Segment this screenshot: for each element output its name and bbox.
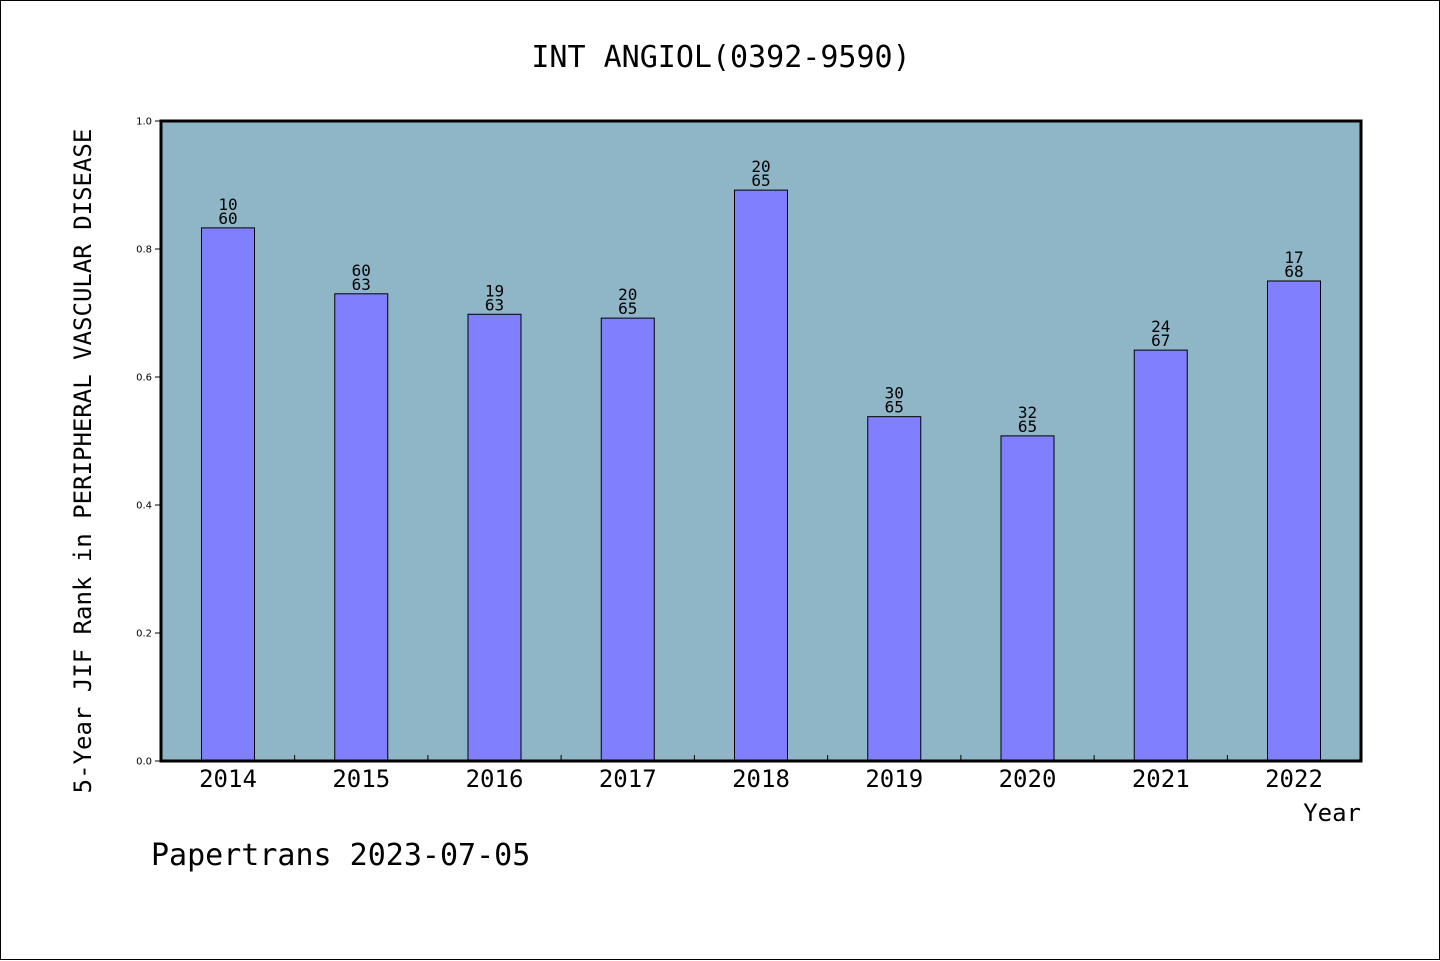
bar-label-rank-2014: 10	[218, 195, 237, 214]
bar-label-total-2018: 65	[751, 171, 770, 190]
x-tick-label-2021: 2021	[1132, 765, 1190, 793]
bar-label-total-2021: 67	[1151, 331, 1170, 350]
bars-group	[201, 189, 1321, 762]
bar-label-total-2016: 63	[485, 295, 504, 314]
bar-label-rank-2020: 32	[1018, 403, 1037, 422]
bar-2020	[1000, 435, 1055, 762]
bar-label-total-2014: 60	[218, 209, 237, 228]
x-tick-label-2019: 2019	[865, 765, 923, 793]
bar-label-rank-2022: 17	[1284, 248, 1303, 267]
bar-2015	[334, 293, 389, 762]
y-tick-label-1.0: 1.0	[136, 117, 152, 128]
footer-watermark: Papertrans 2023-07-05	[151, 838, 530, 873]
bar-label-total-2020: 65	[1018, 417, 1037, 436]
chart-title: INT ANGIOL(0392-9590)	[531, 40, 910, 75]
bar-label-rank-2016: 19	[485, 281, 504, 300]
x-tick-label-2022: 2022	[1265, 765, 1323, 793]
y-tick-label-0.0: 0.0	[136, 757, 152, 768]
x-axis-label: Year	[1303, 799, 1361, 827]
bar-2022	[1267, 280, 1321, 762]
bar-label-total-2015: 63	[352, 275, 371, 294]
y-tick-label-0.4: 0.4	[136, 501, 152, 512]
x-tick-label-2014: 2014	[199, 765, 257, 793]
bar-label-rank-2017: 20	[618, 285, 637, 304]
bar-2016	[467, 313, 522, 762]
plot-frame	[159, 119, 1363, 763]
bar-label-rank-2021: 24	[1151, 317, 1170, 336]
bar-2021	[1133, 349, 1188, 762]
x-tick-label-2017: 2017	[599, 765, 657, 793]
bar-2019	[867, 416, 922, 762]
y-tick-label-0.2: 0.2	[136, 629, 152, 640]
bar-label-total-2017: 65	[618, 299, 637, 318]
y-axis-ticks: 0.0 0.2 0.4 0.6 0.8 1.0	[136, 117, 161, 768]
bar-label-rank-2015: 60	[352, 261, 371, 280]
y-axis-label: 5-Year JIF Rank in PERIPHERAL VASCULAR D…	[69, 129, 97, 794]
bar-label-rank-2019: 30	[885, 384, 904, 403]
x-tick-label-2015: 2015	[332, 765, 390, 793]
y-tick-label-0.8: 0.8	[136, 245, 152, 256]
x-tick-label-2020: 2020	[999, 765, 1057, 793]
y-tick-label-0.6: 0.6	[136, 373, 152, 384]
x-axis-ticks: 2014 2015 2016 2017 2018 2019 2020 2021 2022	[199, 755, 1323, 793]
bar-2017	[600, 317, 655, 762]
bar-2018	[734, 189, 788, 762]
bar-2014	[201, 227, 255, 762]
x-tick-label-2018: 2018	[732, 765, 790, 793]
bar-label-total-2019: 65	[885, 398, 904, 417]
x-tick-label-2016: 2016	[466, 765, 524, 793]
bar-label-rank-2018: 20	[751, 157, 770, 176]
bar-label-total-2022: 68	[1284, 262, 1303, 281]
